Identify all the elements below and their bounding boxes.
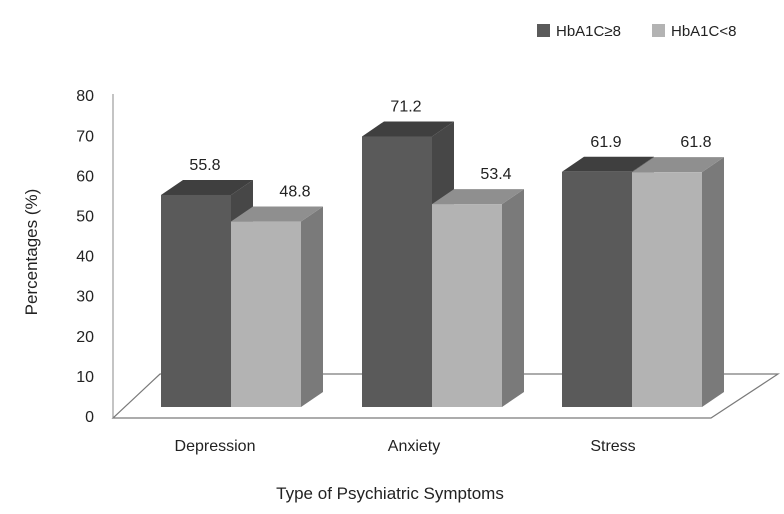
y-tick-label: 10 (76, 369, 94, 386)
y-tick-label: 0 (85, 409, 94, 426)
y-axis: 0 10 20 30 40 50 60 70 80 (76, 88, 114, 426)
legend-swatch-series-2 (652, 24, 665, 37)
data-label-1-stress: 61.9 (590, 134, 621, 151)
y-tick-label: 20 (76, 329, 94, 346)
x-axis-categories: Depression Anxiety Stress (175, 438, 636, 455)
data-label-2-stress: 61.8 (680, 134, 711, 151)
bar-1-depression (161, 194, 231, 407)
legend-label-series-2: HbA1C<8 (671, 23, 736, 40)
data-label-1-anxiety: 71.2 (390, 98, 421, 115)
y-tick-label: 70 (76, 128, 94, 145)
legend-label-series-1: HbA1C≥8 (556, 23, 621, 40)
bar-1-anxiety (362, 136, 432, 407)
data-label-2-depression: 48.8 (279, 184, 310, 201)
bar-2-stress (632, 172, 702, 407)
bar-top-2-depression (231, 206, 323, 222)
y-tick-label: 80 (76, 88, 94, 105)
bar-top-2-stress (632, 157, 724, 173)
y-tick-label: 50 (76, 209, 94, 226)
x-axis-title: Type of Psychiatric Symptoms (276, 484, 504, 503)
y-tick-label: 40 (76, 249, 94, 266)
legend-swatch-series-1 (537, 24, 550, 37)
legend: HbA1C≥8 HbA1C<8 (537, 23, 736, 40)
bar-side-s2-depression (301, 206, 323, 407)
bar-1-stress (562, 171, 632, 407)
bar-top-1-anxiety (362, 121, 454, 137)
x-category-label-depression: Depression (175, 438, 256, 455)
data-label-2-anxiety: 53.4 (480, 166, 511, 183)
data-label-1-depression: 55.8 (189, 157, 220, 174)
bar-side-s2-anxiety (502, 189, 524, 407)
bar-top-1-depression (161, 179, 253, 195)
data-labels: 55.8 48.8 71.2 53.4 61.9 61.8 (189, 98, 711, 200)
bar-top-1-stress (562, 156, 654, 172)
y-tick-label: 30 (76, 289, 94, 306)
x-category-label-anxiety: Anxiety (388, 438, 440, 455)
bars (161, 121, 724, 407)
y-tick-label: 60 (76, 168, 94, 185)
bar-2-depression (231, 221, 301, 407)
bar-top-2-anxiety (432, 189, 524, 205)
x-category-label-stress: Stress (590, 438, 635, 455)
bar-side-s2-stress (702, 157, 724, 407)
bar-2-anxiety (432, 204, 502, 407)
y-axis-title: Percentages (%) (22, 189, 41, 316)
